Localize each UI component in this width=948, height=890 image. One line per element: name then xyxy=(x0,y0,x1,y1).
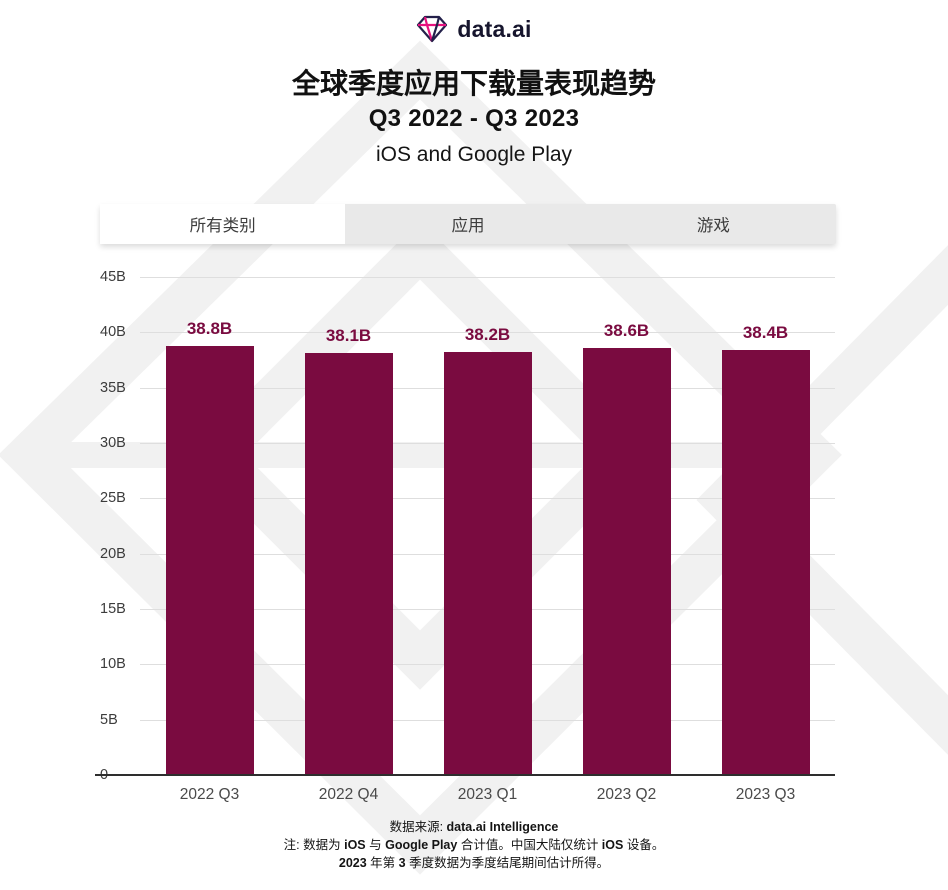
bar-2022-q4 xyxy=(304,353,393,775)
tab-apps[interactable]: 应用 xyxy=(451,217,485,235)
x-axis-labels: 2022 Q3 2022 Q4 2023 Q1 2023 Q2 2023 Q3 xyxy=(140,786,835,806)
footnotes: 数据来源: data.ai Intelligence 注: 数据为 iOS 与 … xyxy=(0,818,948,872)
y-axis-labels: 05B10B15B20B25B30B35B40B45B xyxy=(100,269,140,783)
chart-title-cn: 全球季度应用下载量表现趋势 xyxy=(291,68,656,99)
x-tick-label: 2022 Q3 xyxy=(179,786,240,803)
tab-all-categories[interactable]: 所有类别 xyxy=(100,204,346,244)
y-tick-label: 45B xyxy=(100,269,126,285)
y-tick-label: 25B xyxy=(100,490,126,507)
bar-value-label: 38.4B xyxy=(742,323,789,343)
y-tick-label: 20B xyxy=(100,545,126,562)
gridline xyxy=(140,277,835,278)
bar-2023-q1 xyxy=(443,352,532,775)
y-tick-label: 35B xyxy=(100,379,126,396)
y-tick-label: 40B xyxy=(100,324,126,341)
bar-chart-plot: 38.8B 38.1B 38.2B 38.6B 38.4B xyxy=(140,277,835,775)
x-tick-label: 2023 Q1 xyxy=(457,786,518,803)
x-tick-label: 2023 Q2 xyxy=(596,786,657,803)
logo-wordmark: data.ai xyxy=(457,15,532,42)
footnote-note2: 2023 年第 3 季度数据为季度结尾期间估计所得。 xyxy=(338,856,610,870)
logo: data.ai xyxy=(0,14,948,44)
x-tick-label: 2023 Q3 xyxy=(735,786,796,803)
bar-2022-q3 xyxy=(165,345,254,775)
bar-value-label: 38.8B xyxy=(186,318,233,338)
x-tick-label: 2022 Q4 xyxy=(318,786,379,803)
footnote-note1: 注: 数据为 iOS 与 Google Play 合计值。中国大陆仅统计 iOS… xyxy=(283,838,665,852)
y-tick-label: 15B xyxy=(100,601,126,617)
footnote-source: 数据来源: data.ai Intelligence xyxy=(389,820,559,834)
bar-value-label: 38.6B xyxy=(603,320,650,340)
y-tick-label: 10B xyxy=(100,656,126,673)
tab-games[interactable]: 游戏 xyxy=(696,217,730,235)
chart-title-platforms: iOS and Google Play xyxy=(375,143,573,166)
category-tabs: 所有类别 应用 游戏 xyxy=(100,204,836,244)
x-axis-line xyxy=(95,774,835,776)
y-tick-label: 5B xyxy=(100,711,118,728)
gridline xyxy=(140,332,835,334)
y-tick-label: 30B xyxy=(100,435,126,451)
bar-value-label: 38.1B xyxy=(325,326,372,346)
bar-2023-q3 xyxy=(721,350,810,775)
bar-value-label: 38.2B xyxy=(464,325,511,345)
chart-title-period: Q3 2022 - Q3 2023 xyxy=(368,105,580,132)
bar-2023-q2 xyxy=(582,347,671,775)
dataai-logo-icon xyxy=(417,15,448,43)
